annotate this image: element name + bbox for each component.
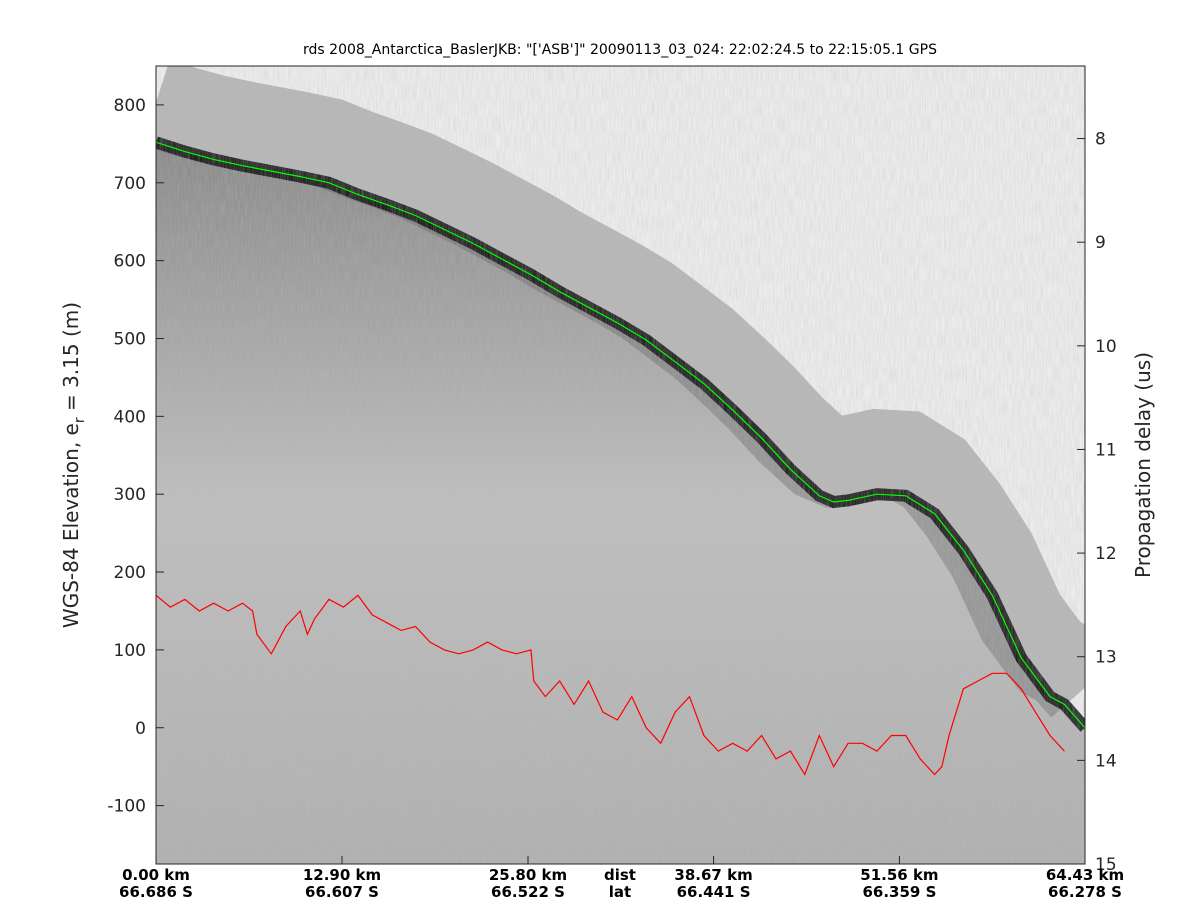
x-tick-dist: 0.00 km xyxy=(122,866,190,884)
x-tick-lat-label: lat xyxy=(609,883,631,900)
y-axis-label-main: WGS-84 Elevation, e xyxy=(59,423,83,628)
x-tick-lat: 66.359 S xyxy=(862,883,936,900)
y-tick-label: 200 xyxy=(114,563,146,583)
x-tick-lat: 66.522 S xyxy=(491,883,565,900)
y-tick-label: -100 xyxy=(107,797,146,817)
y-tick-label: 500 xyxy=(114,329,146,349)
y-tick-label: 300 xyxy=(114,485,146,505)
series-line-bed xyxy=(156,594,1065,776)
y2-tick-label: 10 xyxy=(1095,337,1117,357)
y2-tick-label: 13 xyxy=(1095,648,1117,668)
chart-title: rds 2008_Antarctica_BaslerJKB: "['ASB']"… xyxy=(303,42,937,58)
x-tick-dist: 25.80 km xyxy=(489,866,567,884)
y2-axis-label: Propagation delay (us) xyxy=(1131,352,1155,578)
y-tick-label: 800 xyxy=(114,96,146,116)
y2-tick-label: 14 xyxy=(1095,751,1117,771)
y-tick-label: 600 xyxy=(114,252,146,272)
radar-speckle xyxy=(156,66,1085,864)
y2-tick-label: 8 xyxy=(1095,130,1106,150)
y-tick-label: 0 xyxy=(135,719,146,739)
x-tick-dist: 64.43 km xyxy=(1046,866,1124,884)
x-tick-lat: 66.686 S xyxy=(119,883,193,900)
x-tick-dist: 38.67 km xyxy=(674,866,752,884)
series-line-ice-surface xyxy=(156,141,1085,729)
y2-tick-label: 11 xyxy=(1095,440,1117,460)
y2-tick-label: 9 xyxy=(1095,233,1106,253)
y-axis-label-subscript: r xyxy=(72,417,88,423)
plot-frame xyxy=(155,65,1086,865)
y-axis-label-rest: = 3.15 (m) xyxy=(59,302,83,417)
x-tick-lat: 66.607 S xyxy=(305,883,379,900)
x-tick-lat: 66.278 S xyxy=(1048,883,1122,900)
x-tick-dist-label: dist xyxy=(604,866,636,884)
y-tick-label: 700 xyxy=(114,174,146,194)
x-tick-dist: 12.90 km xyxy=(303,866,381,884)
y-tick-label: 400 xyxy=(114,407,146,427)
y2-tick-label: 12 xyxy=(1095,544,1117,564)
y2-tick-label: 15 xyxy=(1095,855,1117,875)
y-tick-label: 100 xyxy=(114,641,146,661)
x-tick-dist: 51.56 km xyxy=(860,866,938,884)
x-tick-lat: 66.441 S xyxy=(677,883,751,900)
y-axis-label: WGS-84 Elevation, er = 3.15 (m) xyxy=(59,302,88,628)
radargram-plot-area xyxy=(156,66,1085,864)
